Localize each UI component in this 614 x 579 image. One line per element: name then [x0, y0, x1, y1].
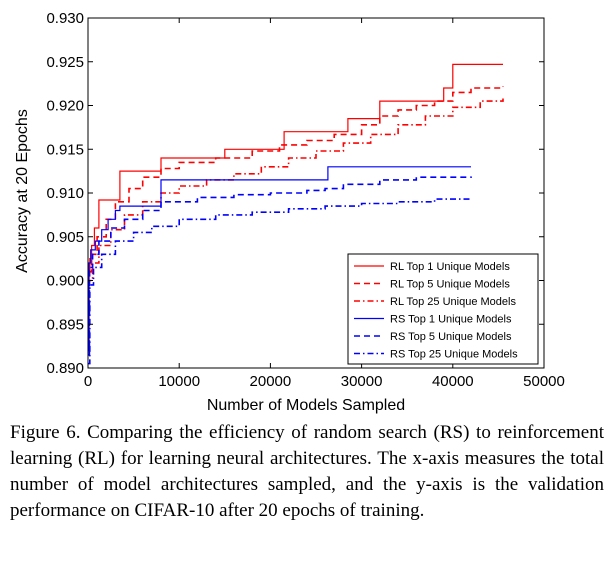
series-line-2	[88, 86, 504, 343]
y-tick-label: 0.920	[46, 98, 84, 115]
legend-box	[347, 253, 539, 365]
series-line-6	[88, 198, 472, 365]
accuracy-chart: 0 10000 20000 30000 40000 50000 0.890 0.895 0.90…	[14, 10, 565, 414]
x-tick-label: 30000	[341, 373, 383, 390]
y-tick-label: 0.890	[46, 360, 84, 377]
y-tick-label: 0.925	[46, 54, 84, 71]
x-tick-label: 50000	[523, 373, 565, 390]
series-line-4	[88, 166, 471, 352]
legend-label-1: RL Top 1 Unique Models	[390, 261, 510, 273]
y-tick-label: 0.895	[46, 316, 84, 333]
x-tick-label: 10000	[158, 373, 200, 390]
y-tick-label: 0.915	[46, 141, 84, 158]
series-line-5	[88, 176, 472, 356]
y-axis-title: Accuracy at 20 Epochs	[14, 109, 31, 273]
x-tick-label: 40000	[432, 373, 474, 390]
x-axis-title: Number of Models Sampled	[207, 397, 405, 414]
y-tick-label: 0.910	[46, 185, 84, 202]
figure-caption: Figure 6. Comparing the efficiency of ra…	[10, 422, 604, 521]
legend-label-6: RS Top 25 Unique Models	[390, 349, 518, 361]
legend-label-4: RS Top 1 Unique Models	[390, 314, 512, 326]
legend: RL Top 1 Unique Models RL Top 5 Unique Mo…	[347, 253, 539, 365]
legend-label-3: RL Top 25 Unique Models	[390, 296, 516, 308]
series-line-3	[88, 98, 504, 352]
legend-label-5: RS Top 5 Unique Models	[390, 331, 512, 343]
y-tick-label: 0.900	[46, 273, 84, 290]
ticks-layer: 0 10000 20000 30000 40000 50000 0.890 0.895 0.90…	[46, 10, 564, 390]
y-tick-label: 0.930	[46, 10, 84, 27]
x-tick-label: 0	[84, 373, 92, 390]
legend-label-2: RL Top 5 Unique Models	[390, 279, 510, 291]
y-tick-label: 0.905	[46, 229, 84, 246]
x-tick-label: 20000	[250, 373, 292, 390]
series-layer	[88, 63, 504, 365]
